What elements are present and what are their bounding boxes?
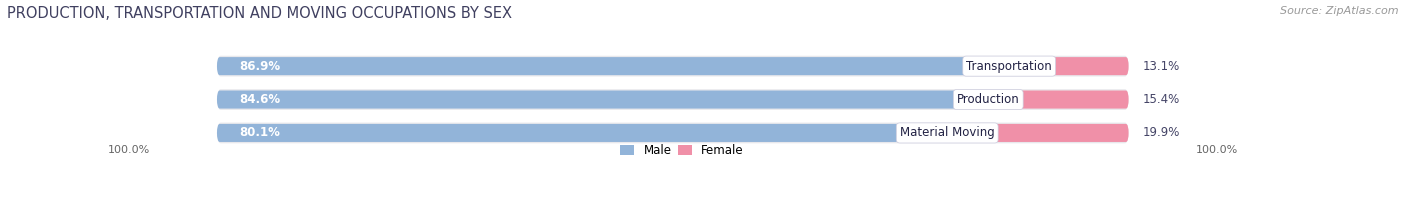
Text: 13.1%: 13.1% (1142, 60, 1180, 73)
FancyBboxPatch shape (948, 124, 1129, 142)
FancyBboxPatch shape (217, 57, 1010, 75)
Text: Production: Production (957, 93, 1019, 106)
FancyBboxPatch shape (217, 123, 1129, 143)
Text: 80.1%: 80.1% (240, 126, 281, 139)
Text: 15.4%: 15.4% (1142, 93, 1180, 106)
Text: Material Moving: Material Moving (900, 126, 994, 139)
FancyBboxPatch shape (217, 89, 1129, 110)
FancyBboxPatch shape (217, 124, 948, 142)
FancyBboxPatch shape (988, 90, 1129, 109)
Text: 100.0%: 100.0% (1195, 145, 1239, 155)
Text: 19.9%: 19.9% (1142, 126, 1180, 139)
Text: 84.6%: 84.6% (240, 93, 281, 106)
FancyBboxPatch shape (1010, 57, 1129, 75)
Text: 100.0%: 100.0% (107, 145, 150, 155)
Text: Transportation: Transportation (966, 60, 1052, 73)
Text: Source: ZipAtlas.com: Source: ZipAtlas.com (1281, 6, 1399, 16)
FancyBboxPatch shape (217, 56, 1129, 76)
Text: 86.9%: 86.9% (240, 60, 281, 73)
FancyBboxPatch shape (217, 90, 988, 109)
Text: PRODUCTION, TRANSPORTATION AND MOVING OCCUPATIONS BY SEX: PRODUCTION, TRANSPORTATION AND MOVING OC… (7, 6, 512, 21)
Legend: Male, Female: Male, Female (620, 144, 744, 157)
